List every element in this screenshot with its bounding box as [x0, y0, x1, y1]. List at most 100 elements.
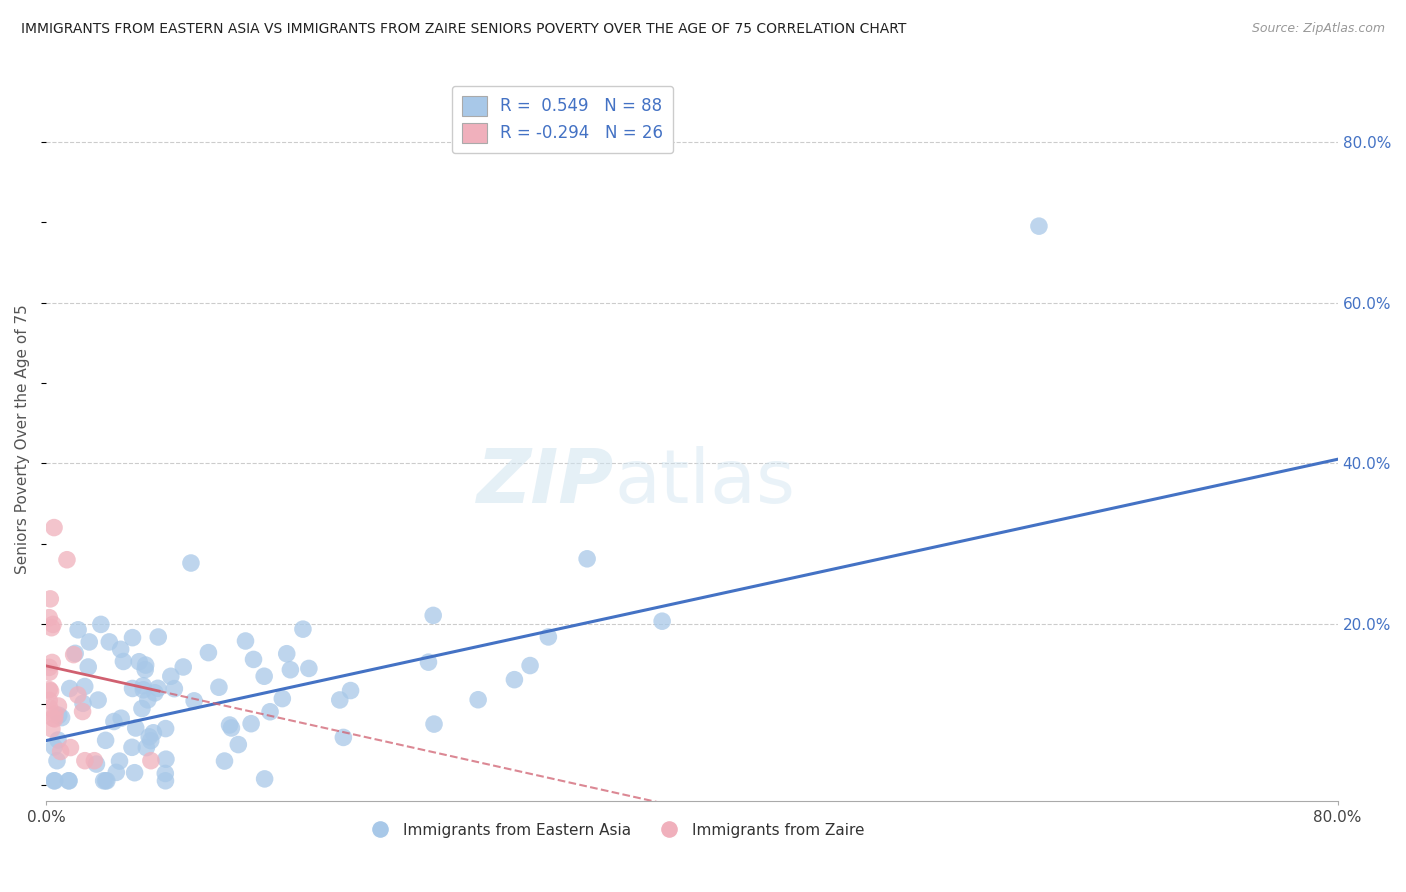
- Point: [58, 773, 80, 788]
- Point: [214, 754, 236, 768]
- Point: [576, 551, 599, 566]
- Point: [139, 733, 162, 747]
- Point: [132, 682, 155, 697]
- Point: [259, 705, 281, 719]
- Point: [108, 754, 131, 768]
- Point: [197, 646, 219, 660]
- Point: [155, 773, 177, 788]
- Point: [41, 656, 63, 670]
- Point: [86, 757, 108, 772]
- Point: [67, 623, 90, 637]
- Text: atlas: atlas: [614, 446, 796, 519]
- Point: [112, 655, 135, 669]
- Point: [155, 722, 177, 736]
- Point: [329, 693, 352, 707]
- Point: [242, 652, 264, 666]
- Point: [103, 714, 125, 729]
- Point: [208, 680, 231, 694]
- Point: [121, 631, 143, 645]
- Point: [87, 693, 110, 707]
- Point: [155, 766, 177, 780]
- Point: [339, 683, 361, 698]
- Point: [59, 681, 82, 696]
- Point: [332, 731, 354, 745]
- Point: [159, 669, 181, 683]
- Point: [138, 730, 160, 744]
- Point: [253, 772, 276, 786]
- Point: [66, 688, 89, 702]
- Point: [467, 692, 489, 706]
- Point: [235, 634, 257, 648]
- Point: [41, 621, 63, 635]
- Point: [226, 738, 249, 752]
- Point: [143, 686, 166, 700]
- Point: [42, 773, 65, 788]
- Point: [132, 679, 155, 693]
- Point: [62, 648, 84, 662]
- Point: [46, 733, 69, 747]
- Point: [42, 617, 65, 632]
- Point: [135, 658, 157, 673]
- Point: [51, 711, 73, 725]
- Point: [183, 694, 205, 708]
- Point: [146, 681, 169, 696]
- Point: [38, 660, 60, 674]
- Legend: Immigrants from Eastern Asia, Immigrants from Zaire: Immigrants from Eastern Asia, Immigrants…: [359, 817, 870, 844]
- Point: [298, 661, 321, 675]
- Point: [63, 646, 86, 660]
- Point: [44, 712, 66, 726]
- Point: [46, 754, 69, 768]
- Point: [77, 635, 100, 649]
- Point: [537, 630, 560, 644]
- Point: [98, 635, 121, 649]
- Point: [39, 591, 62, 606]
- Point: [56, 553, 79, 567]
- Point: [96, 773, 118, 788]
- Point: [280, 663, 302, 677]
- Point: [418, 655, 440, 669]
- Point: [519, 658, 541, 673]
- Point: [44, 773, 66, 788]
- Y-axis label: Seniors Poverty Over the Age of 75: Seniors Poverty Over the Age of 75: [15, 304, 30, 574]
- Point: [94, 733, 117, 747]
- Point: [148, 630, 170, 644]
- Point: [291, 622, 314, 636]
- Point: [49, 744, 72, 758]
- Point: [121, 740, 143, 755]
- Point: [48, 708, 70, 723]
- Point: [142, 726, 165, 740]
- Point: [72, 696, 94, 710]
- Point: [90, 617, 112, 632]
- Point: [121, 681, 143, 696]
- Point: [124, 765, 146, 780]
- Point: [422, 608, 444, 623]
- Point: [38, 665, 60, 680]
- Text: Source: ZipAtlas.com: Source: ZipAtlas.com: [1251, 22, 1385, 36]
- Point: [38, 610, 60, 624]
- Point: [240, 716, 263, 731]
- Point: [42, 520, 65, 534]
- Point: [73, 680, 96, 694]
- Point: [38, 682, 60, 697]
- Point: [423, 717, 446, 731]
- Point: [72, 705, 94, 719]
- Point: [39, 684, 62, 698]
- Point: [105, 765, 128, 780]
- Point: [139, 754, 162, 768]
- Point: [218, 718, 240, 732]
- Point: [1028, 219, 1050, 234]
- Point: [42, 739, 65, 754]
- Point: [276, 647, 298, 661]
- Point: [44, 707, 66, 722]
- Point: [253, 669, 276, 683]
- Point: [125, 721, 148, 735]
- Point: [73, 754, 96, 768]
- Point: [93, 773, 115, 788]
- Point: [77, 660, 100, 674]
- Point: [503, 673, 526, 687]
- Point: [38, 701, 60, 715]
- Point: [48, 698, 70, 713]
- Point: [110, 711, 132, 725]
- Text: IMMIGRANTS FROM EASTERN ASIA VS IMMIGRANTS FROM ZAIRE SENIORS POVERTY OVER THE A: IMMIGRANTS FROM EASTERN ASIA VS IMMIGRAN…: [21, 22, 907, 37]
- Point: [172, 660, 194, 674]
